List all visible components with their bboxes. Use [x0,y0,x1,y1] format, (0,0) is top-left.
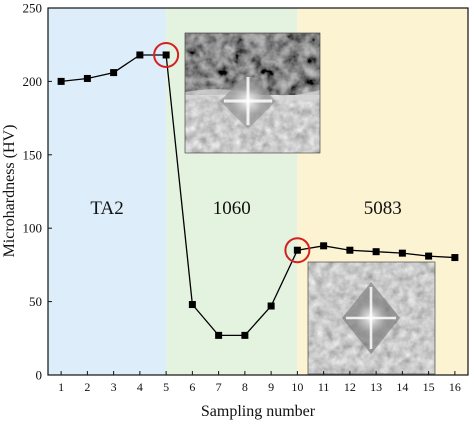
y-tick-label-50: 50 [29,294,42,309]
highlight-circle-10 [284,237,311,264]
x-axis: 1 2 3 4 5 6 7 8 9 10 11 12 13 14 15 16 [58,371,461,394]
series-layer [57,51,459,339]
x-tick-label-1: 1 [58,380,64,394]
y-tick-label-150: 150 [23,147,43,162]
data-point-9 [267,302,275,310]
x-tick-label-7: 7 [216,380,222,394]
x-tick-label-16: 16 [449,380,461,394]
x-axis-label: Sampling number [201,403,316,420]
data-point-1 [57,77,65,85]
x-tick-label-2: 2 [84,380,90,394]
x-tick-label-6: 6 [189,380,195,394]
x-tick-label-8: 8 [242,380,248,394]
region-label-5083: 5083 [364,198,402,219]
y-tick-label-0: 0 [36,368,43,383]
inset-frame-1060 [184,32,321,154]
indentation-micrograph-1060 [185,33,320,153]
x-tick-label-4: 4 [137,380,143,394]
data-point-4 [136,51,144,59]
x-tick-label-11: 11 [318,380,330,394]
x-tick-label-5: 5 [163,380,169,394]
region-ta2 [48,8,167,375]
region-labels: TA2 1060 5083 [90,198,401,219]
x-tick-label-12: 12 [344,380,356,394]
y-axis: 0 50 100 150 200 250 [23,1,52,383]
data-point-12 [346,246,354,254]
data-point-14 [398,249,406,257]
x-tick-label-14: 14 [396,380,408,394]
inset-frame-5083 [307,261,436,375]
data-point-8 [241,331,249,339]
region-label-1060: 1060 [213,198,251,219]
y-tick-label-200: 200 [23,74,43,89]
data-point-11 [320,242,328,250]
data-point-5 [162,51,170,59]
y-tick-label-250: 250 [23,1,43,16]
x-tick-label-9: 9 [268,380,274,394]
data-point-15 [425,252,433,260]
data-point-2 [83,74,91,82]
highlight-circle-5 [153,41,180,68]
data-point-6 [188,301,196,309]
highlight-layer [153,41,311,264]
plot-frame [47,7,469,376]
x-tick-label-15: 15 [423,380,435,394]
x-tick-label-13: 13 [370,380,382,394]
x-tick-label-10: 10 [291,380,303,394]
data-point-13 [372,248,380,256]
x-tick-label-3: 3 [111,380,117,394]
data-point-7 [215,331,223,339]
y-axis-label: Microhardness (HV) [1,125,18,258]
data-point-10 [293,246,301,254]
y-tick-label-100: 100 [23,221,43,236]
indentation-micrograph-5083 [308,262,435,374]
region-label-ta2: TA2 [90,198,123,219]
series-line [61,54,455,337]
data-point-16 [451,254,459,262]
data-point-3 [110,69,118,77]
